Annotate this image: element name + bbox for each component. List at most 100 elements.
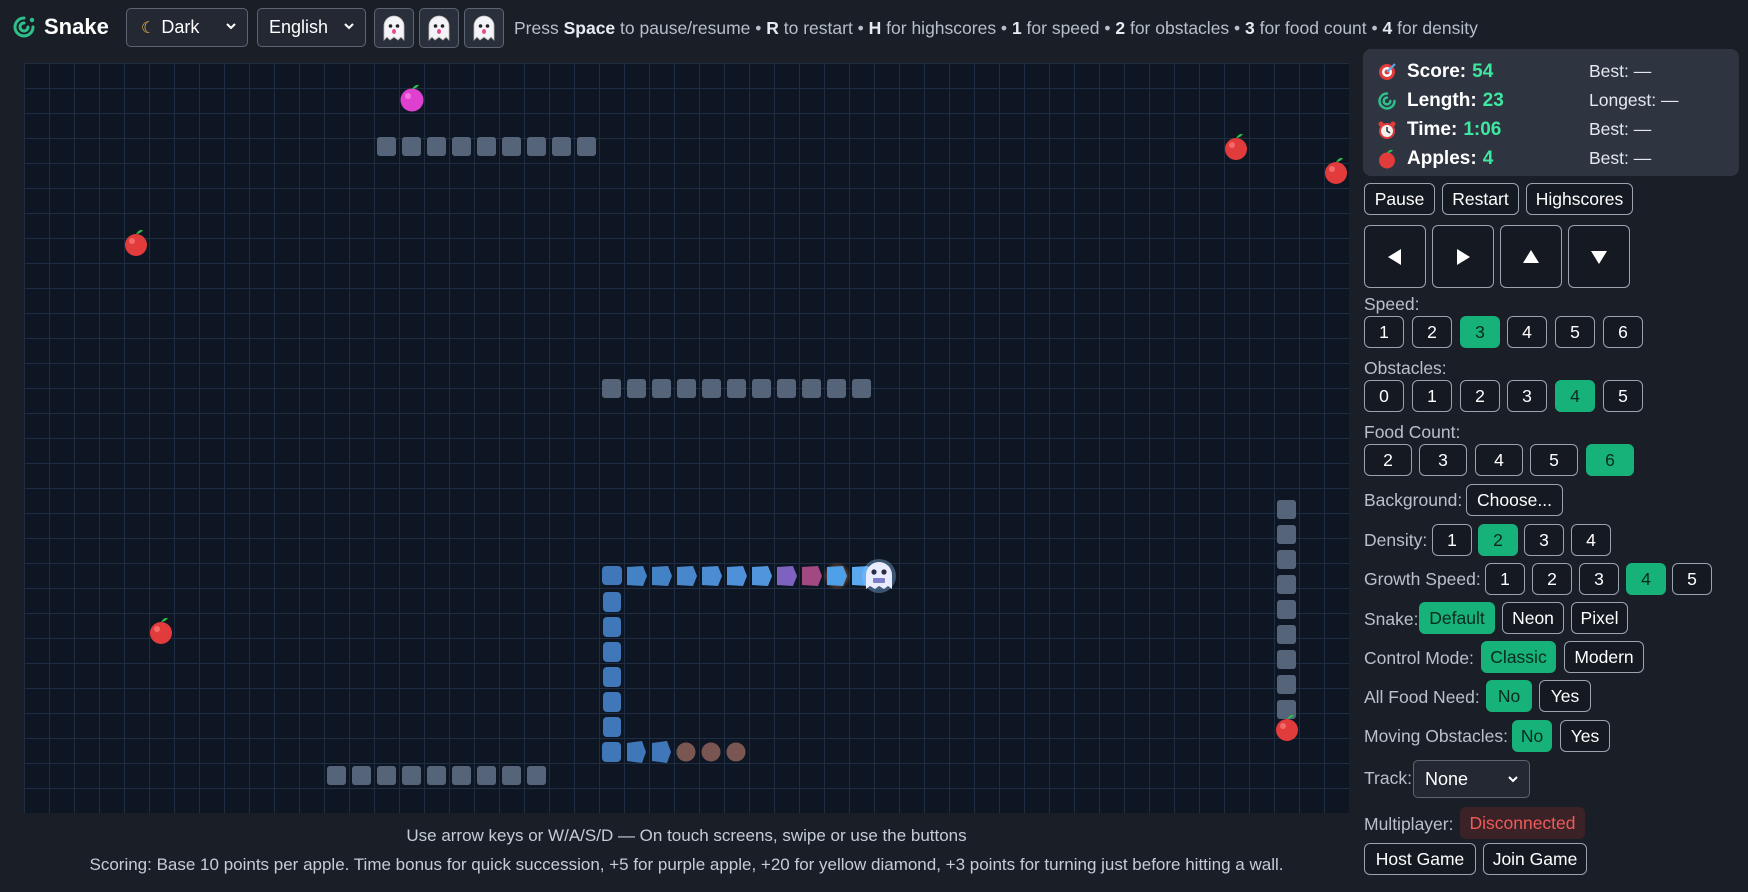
growth-speed-option-selected[interactable]: 4: [1626, 563, 1666, 595]
chevron-down-icon: [1508, 776, 1518, 783]
moving-obstacles-no[interactable]: No: [1512, 720, 1552, 752]
time-value: 1:06: [1463, 118, 1502, 140]
highscores-button[interactable]: Highscores: [1526, 183, 1633, 215]
food-count-option[interactable]: 4: [1475, 444, 1523, 476]
chevron-down-icon: [226, 23, 236, 30]
obstacles-option-selected[interactable]: 4: [1555, 380, 1595, 412]
snake-style-pixel[interactable]: Pixel: [1571, 602, 1628, 634]
restart-button[interactable]: Restart: [1442, 183, 1519, 215]
join-game-button[interactable]: Join Game: [1483, 843, 1587, 875]
speed-option[interactable]: 2: [1412, 316, 1452, 348]
moving-obstacles-yes[interactable]: Yes: [1560, 720, 1610, 752]
arrow-down-icon: [1591, 250, 1607, 264]
food-count-option[interactable]: 5: [1530, 444, 1578, 476]
length-stat: Length: 23 Longest: —: [1377, 86, 1725, 115]
apple-food: [125, 229, 147, 256]
food-count-label: Food Count:: [1364, 422, 1461, 442]
background-label: Background:: [1364, 490, 1463, 510]
speed-option[interactable]: 6: [1603, 316, 1643, 348]
track-label: Track:: [1364, 768, 1412, 788]
ghost-button-1[interactable]: [374, 8, 414, 48]
speed-label: Speed:: [1364, 294, 1420, 314]
choose-background-button[interactable]: Choose...: [1466, 484, 1563, 516]
language-select[interactable]: English: [257, 8, 366, 47]
obstacles-option[interactable]: 2: [1460, 380, 1500, 412]
obstacle-wall-right: [1277, 500, 1296, 719]
language-value: English: [269, 17, 329, 37]
right-arrow-button[interactable]: [1432, 225, 1494, 288]
snake-head: [862, 559, 896, 593]
all-food-need-yes[interactable]: Yes: [1539, 680, 1591, 712]
time-stat: Time: 1:06 Best: —: [1377, 115, 1725, 144]
host-game-button[interactable]: Host Game: [1364, 843, 1476, 875]
ghost-icon: [428, 15, 450, 41]
food-count-option[interactable]: 2: [1364, 444, 1412, 476]
moon-icon: ☾: [141, 19, 156, 37]
target-icon: [1379, 62, 1396, 80]
pause-button[interactable]: Pause: [1364, 183, 1435, 215]
obstacles-option[interactable]: 3: [1507, 380, 1547, 412]
density-option[interactable]: 4: [1571, 524, 1611, 556]
apples-best: Best: —: [1589, 148, 1652, 168]
score-best: Best: —: [1589, 61, 1652, 81]
density-option[interactable]: 1: [1432, 524, 1472, 556]
length-best: Longest: —: [1589, 90, 1679, 110]
control-mode-modern[interactable]: Modern: [1564, 641, 1644, 673]
ghost-button-2[interactable]: [419, 8, 459, 48]
growth-speed-option[interactable]: 5: [1672, 563, 1712, 595]
ghost-icon: [473, 15, 495, 41]
left-arrow-button[interactable]: [1364, 225, 1426, 288]
track-value: None: [1425, 768, 1469, 789]
snake-tail-segments: [676, 742, 746, 762]
time-label: Time:: [1407, 118, 1458, 140]
connection-status-badge: Disconnected: [1460, 807, 1585, 839]
all-food-need-label: All Food Need:: [1364, 687, 1480, 707]
snake-style-label: Snake:: [1364, 609, 1419, 629]
growth-speed-option[interactable]: 3: [1579, 563, 1619, 595]
obstacles-option[interactable]: 1: [1412, 380, 1452, 412]
apple-icon: [1379, 149, 1395, 168]
density-label: Density:: [1364, 530, 1428, 550]
growth-speed-option[interactable]: 1: [1485, 563, 1525, 595]
app-title: Snake: [44, 14, 109, 39]
obstacles-option[interactable]: 5: [1603, 380, 1643, 412]
all-food-need-no[interactable]: No: [1486, 680, 1532, 712]
speed-option[interactable]: 1: [1364, 316, 1404, 348]
score-label: Score:: [1407, 60, 1467, 82]
game-board[interactable]: [24, 63, 1349, 813]
density-option[interactable]: 3: [1524, 524, 1564, 556]
theme-select[interactable]: ☾ Dark: [126, 8, 248, 47]
length-label: Length:: [1407, 89, 1477, 111]
obstacle-wall-middle: [602, 379, 871, 398]
apple-food: [150, 617, 172, 644]
keyboard-hint: Press Space to pause/resume • R to resta…: [514, 18, 1478, 38]
purple-apple-food: [400, 84, 424, 112]
food-count-option-selected[interactable]: 6: [1586, 444, 1634, 476]
alarm-clock-icon: [1378, 121, 1396, 139]
speed-option[interactable]: 4: [1507, 316, 1547, 348]
snake-icon: [13, 16, 35, 38]
score-stat: Score: 54 Best: —: [1377, 57, 1725, 86]
theme-value: Dark: [161, 17, 200, 37]
snake-style-default[interactable]: Default: [1419, 602, 1495, 634]
apple-food: [1325, 157, 1347, 184]
snake-icon: [1378, 91, 1396, 110]
ghost-button-3[interactable]: [464, 8, 504, 48]
score-value: 54: [1472, 60, 1494, 82]
growth-speed-option[interactable]: 2: [1532, 563, 1572, 595]
growth-speed-label: Growth Speed:: [1364, 569, 1481, 589]
speed-option[interactable]: 5: [1555, 316, 1595, 348]
food-count-option[interactable]: 3: [1419, 444, 1467, 476]
down-arrow-button[interactable]: [1568, 225, 1630, 288]
obstacles-option[interactable]: 0: [1364, 380, 1404, 412]
track-select[interactable]: None: [1413, 760, 1530, 798]
length-value: 23: [1482, 89, 1504, 111]
up-arrow-button[interactable]: [1500, 225, 1562, 288]
density-option-selected[interactable]: 2: [1478, 524, 1518, 556]
snake-style-neon[interactable]: Neon: [1502, 602, 1564, 634]
apples-label: Apples:: [1407, 147, 1477, 169]
board-canvas: [125, 84, 1347, 785]
speed-option-selected[interactable]: 3: [1460, 316, 1500, 348]
moving-obstacles-label: Moving Obstacles:: [1364, 726, 1508, 746]
control-mode-classic[interactable]: Classic: [1481, 641, 1556, 673]
